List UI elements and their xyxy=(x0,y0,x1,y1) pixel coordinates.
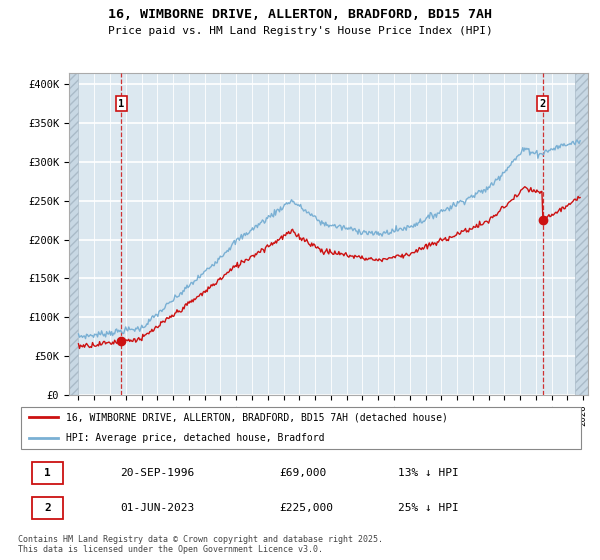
Text: 01-JUN-2023: 01-JUN-2023 xyxy=(120,503,194,513)
Text: £225,000: £225,000 xyxy=(279,503,333,513)
FancyBboxPatch shape xyxy=(21,407,581,449)
FancyBboxPatch shape xyxy=(32,497,64,519)
Text: £69,000: £69,000 xyxy=(279,468,326,478)
Text: Price paid vs. HM Land Registry's House Price Index (HPI): Price paid vs. HM Land Registry's House … xyxy=(107,26,493,36)
Text: 2: 2 xyxy=(539,99,545,109)
Text: Contains HM Land Registry data © Crown copyright and database right 2025.
This d: Contains HM Land Registry data © Crown c… xyxy=(18,535,383,554)
Text: 1: 1 xyxy=(44,468,51,478)
Text: 20-SEP-1996: 20-SEP-1996 xyxy=(120,468,194,478)
Text: 2: 2 xyxy=(44,503,51,513)
Text: 1: 1 xyxy=(118,99,124,109)
Text: HPI: Average price, detached house, Bradford: HPI: Average price, detached house, Brad… xyxy=(66,433,325,443)
Text: 16, WIMBORNE DRIVE, ALLERTON, BRADFORD, BD15 7AH (detached house): 16, WIMBORNE DRIVE, ALLERTON, BRADFORD, … xyxy=(66,412,448,422)
Text: 13% ↓ HPI: 13% ↓ HPI xyxy=(398,468,458,478)
Text: 25% ↓ HPI: 25% ↓ HPI xyxy=(398,503,458,513)
Text: 16, WIMBORNE DRIVE, ALLERTON, BRADFORD, BD15 7AH: 16, WIMBORNE DRIVE, ALLERTON, BRADFORD, … xyxy=(108,8,492,21)
FancyBboxPatch shape xyxy=(32,461,64,484)
